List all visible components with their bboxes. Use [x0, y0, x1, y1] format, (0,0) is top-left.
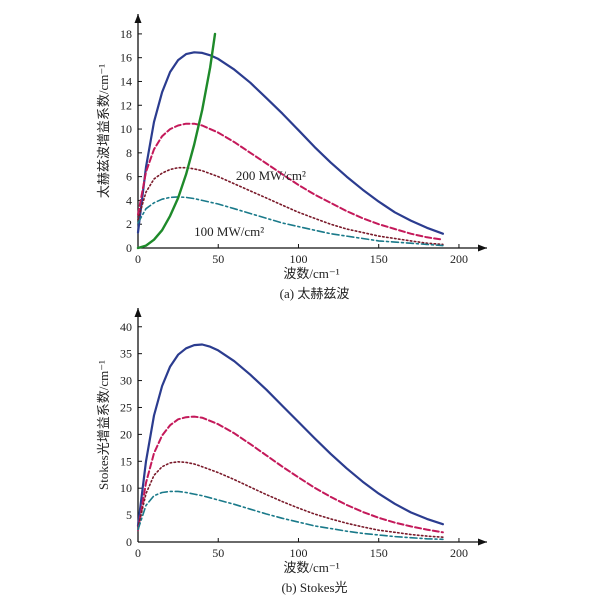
x-axis-label: 波数/cm⁻¹: [283, 560, 339, 575]
y-tick-label: 14: [120, 74, 132, 88]
y-tick-label: 10: [120, 122, 132, 136]
series-line-4: [137, 490, 444, 541]
y-tick-label: 18: [120, 27, 132, 41]
curve-annotation: 200 MW/cm²: [236, 168, 306, 183]
y-tick-label: 2: [126, 217, 132, 231]
series-line-3: [137, 461, 444, 538]
y-tick-label: 15: [120, 454, 132, 468]
x-tick-label: 150: [370, 546, 388, 560]
y-tick-label: 0: [126, 535, 132, 549]
y-tick-label: 12: [120, 98, 132, 112]
x-tick-label: 100: [289, 252, 307, 266]
x-tick-label: 0: [135, 546, 141, 560]
y-axis-arrow: [134, 308, 142, 317]
x-axis-arrow: [478, 538, 487, 546]
y-tick-label: 35: [120, 347, 132, 361]
x-tick-label: 150: [370, 252, 388, 266]
y-tick-label: 10: [120, 481, 132, 495]
series-line-4: [137, 196, 444, 247]
x-tick-label: 200: [450, 252, 468, 266]
series-line-3: [137, 166, 444, 246]
x-tick-label: 50: [212, 252, 224, 266]
y-tick-label: 4: [126, 193, 132, 207]
y-tick-label: 6: [126, 170, 132, 184]
x-tick-label: 100: [289, 546, 307, 560]
y-axis-label: 太赫兹波增益系数/cm⁻¹: [96, 64, 111, 198]
y-axis-arrow: [134, 14, 142, 23]
y-axis-label: Stokes光增益系数/cm⁻¹: [96, 360, 111, 490]
series-line-1: [136, 343, 444, 527]
x-axis-label: 波数/cm⁻¹: [283, 266, 339, 281]
y-tick-label: 30: [120, 374, 132, 388]
panel-b-stokes-gain-chart: 0 50 100 150 200 0 5 10 15 20 25 30 35 40 波数/cm⁻¹ Stoke…: [96, 308, 487, 595]
series-line-5: [136, 32, 217, 250]
series-line-2: [137, 122, 444, 241]
y-tick-label: 25: [120, 400, 132, 414]
y-tick-label: 5: [126, 508, 132, 522]
y-tick-label: 20: [120, 427, 132, 441]
panel-a-terahertz-gain-chart: 0 50 100 150 200 0 2 4 6 8 10 12 14 16 18 200 MW/cm² 100…: [96, 14, 487, 301]
y-tick-label: 16: [120, 51, 132, 65]
x-tick-label: 50: [212, 546, 224, 560]
y-tick-label: 40: [120, 320, 132, 334]
panel-caption: (b) Stokes光: [281, 580, 347, 595]
panel-caption: (a) 太赫兹波: [280, 286, 350, 301]
x-tick-label: 0: [135, 252, 141, 266]
y-tick-label: 8: [126, 146, 132, 160]
x-axis-arrow: [478, 244, 487, 252]
x-tick-label: 200: [450, 546, 468, 560]
series-line-1: [136, 51, 444, 235]
y-tick-label: 0: [126, 241, 132, 255]
series-line-2: [137, 415, 444, 534]
curve-annotation: 100 MW/cm²: [194, 224, 264, 239]
